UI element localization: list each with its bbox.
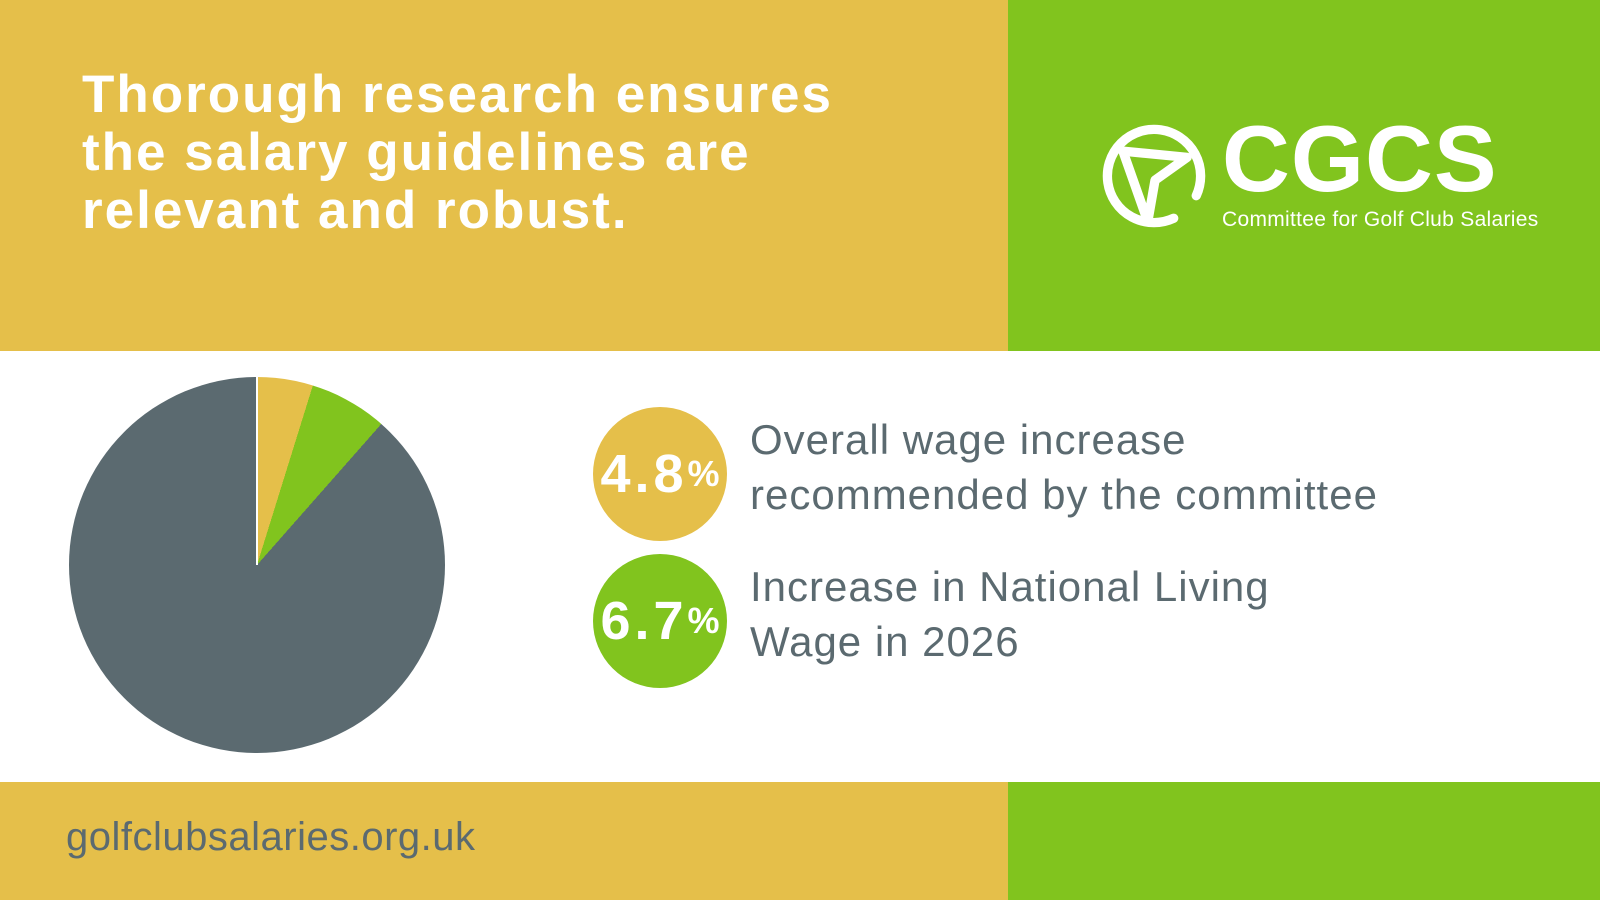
percent-sign: % — [687, 453, 720, 494]
stat-value: 4.8 — [600, 444, 688, 504]
headline-line-2: the salary guidelines are — [82, 123, 751, 182]
website-url: golfclubsalaries.org.uk — [66, 815, 476, 859]
page-title: Thorough research ensures the salary gui… — [82, 66, 833, 240]
top-left-yellow-band — [0, 0, 1008, 351]
brand-wordmark: CGCS Committee for Golf Club Salaries — [1222, 112, 1539, 232]
stat-label-line-2: Wage in 2026 — [750, 618, 1020, 665]
pie-slice-divider — [256, 377, 258, 565]
percent-sign: % — [687, 600, 720, 641]
brand-name: CGCS — [1222, 106, 1498, 211]
stat-value: 6.7 — [600, 591, 688, 651]
pie-chart — [69, 377, 445, 753]
headline-line-1: Thorough research ensures — [82, 65, 833, 124]
stat-label-line-1: Overall wage increase — [750, 416, 1187, 463]
bottom-right-green-band — [1008, 782, 1600, 900]
stat-label-nlw-increase: Increase in National Living Wage in 2026 — [750, 559, 1270, 669]
pennant-in-circle-icon — [1102, 124, 1206, 228]
headline-line-3: relevant and robust. — [82, 181, 629, 240]
bottom-left-yellow-band — [0, 782, 1008, 900]
stat-label-line-1: Increase in National Living — [750, 563, 1270, 610]
stat-badge-nlw-increase: 6.7% — [593, 554, 727, 688]
brand-logo: CGCS Committee for Golf Club Salaries — [1096, 112, 1539, 234]
stat-label-overall-increase: Overall wage increase recommended by the… — [750, 412, 1378, 522]
stat-badge-overall-increase: 4.8% — [593, 407, 727, 541]
stat-label-line-2: recommended by the committee — [750, 471, 1378, 518]
brand-tagline: Committee for Golf Club Salaries — [1222, 208, 1539, 231]
